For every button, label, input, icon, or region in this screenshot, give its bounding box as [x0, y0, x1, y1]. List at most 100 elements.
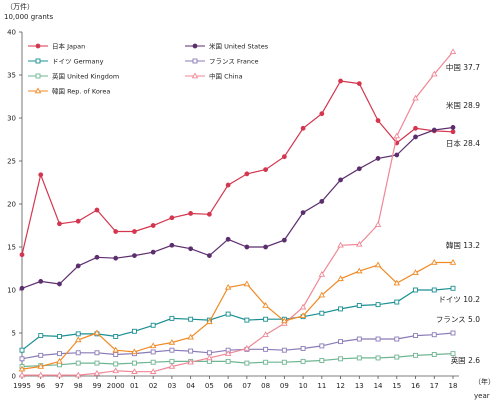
- series-group: [18, 258, 457, 372]
- series-end-label: 韓国 13.2: [446, 240, 480, 250]
- data-point: [57, 281, 62, 287]
- legend-label: フランス France: [209, 58, 259, 66]
- data-point: [375, 355, 381, 361]
- data-point: [413, 333, 418, 339]
- data-point: [169, 347, 175, 353]
- data-point: [112, 367, 119, 374]
- data-point: [394, 299, 400, 305]
- legend-swatch-marker: [34, 87, 42, 94]
- data-point: [263, 359, 269, 365]
- series-line: [21, 126, 454, 289]
- legend-label: 韓国 Rep. of Korea: [52, 87, 110, 96]
- data-point: [413, 287, 418, 293]
- data-point: [169, 215, 175, 221]
- data-point: [75, 331, 81, 337]
- data-point: [37, 363, 45, 369]
- data-point: [206, 350, 212, 356]
- x-tick-label: 15: [392, 382, 401, 390]
- x-tick-label: 11: [317, 382, 326, 390]
- data-point: [338, 339, 344, 345]
- data-point: [74, 336, 82, 343]
- data-point: [225, 236, 231, 242]
- data-point: [224, 350, 232, 356]
- data-point: [300, 346, 306, 351]
- data-point: [338, 78, 343, 84]
- series-group: [19, 330, 456, 362]
- series-line: [21, 287, 454, 351]
- data-point: [263, 244, 269, 250]
- data-point: [57, 351, 62, 357]
- data-point: [19, 252, 25, 258]
- data-point: [374, 261, 382, 268]
- data-point: [112, 346, 119, 353]
- data-point: [244, 244, 250, 250]
- data-point: [337, 275, 344, 282]
- x-tick-label: 14: [374, 382, 383, 390]
- data-point: [300, 125, 306, 131]
- legend-swatch-marker: [192, 43, 198, 49]
- x-tick-label: 06: [224, 382, 233, 390]
- x-tick-label: 98: [74, 382, 83, 390]
- data-point: [356, 166, 362, 172]
- y-tick-label: 35: [7, 72, 16, 80]
- data-point: [93, 329, 101, 336]
- data-point: [430, 258, 438, 265]
- data-point: [19, 356, 25, 362]
- data-point: [244, 317, 250, 323]
- data-point: [356, 303, 362, 308]
- x-tick-label: 97: [55, 382, 64, 390]
- legend: 日本 Japan 米国 United States ドイツ Germany フランス …: [28, 42, 269, 96]
- series-end-label: フランス 5.0: [436, 315, 480, 324]
- data-point: [38, 172, 44, 178]
- data-point: [206, 211, 212, 217]
- series-layer: [18, 48, 457, 378]
- x-tick-label: 03: [167, 382, 176, 390]
- data-point: [169, 242, 175, 248]
- y-tick-label: 30: [7, 115, 16, 123]
- x-axis-unit-label-jp: （年）: [474, 377, 495, 386]
- data-point: [281, 347, 287, 353]
- data-point: [94, 350, 100, 356]
- legend-swatch-marker: [35, 73, 41, 79]
- data-point: [262, 301, 269, 308]
- data-point: [225, 311, 231, 317]
- data-point: [338, 306, 344, 312]
- data-point: [149, 368, 157, 374]
- data-point: [113, 333, 119, 339]
- data-point: [337, 241, 344, 248]
- data-point: [299, 303, 307, 310]
- y-tick-label: 0: [12, 373, 16, 381]
- y-tick-label: 20: [7, 201, 16, 209]
- legend-swatch-marker: [191, 72, 199, 79]
- data-point: [300, 210, 306, 215]
- data-point: [150, 249, 156, 255]
- data-point: [263, 316, 269, 322]
- series-end-label: 英国 2.6: [451, 355, 481, 365]
- data-point: [188, 316, 194, 322]
- data-point: [93, 369, 101, 376]
- data-point: [356, 81, 362, 86]
- data-point: [263, 346, 269, 352]
- data-point: [74, 371, 82, 378]
- data-point: [75, 263, 81, 269]
- data-point: [225, 182, 231, 188]
- data-point: [18, 365, 26, 372]
- x-tick-label: 1995: [13, 382, 31, 390]
- data-point: [318, 291, 326, 298]
- data-point: [299, 312, 307, 319]
- data-point: [113, 229, 119, 234]
- series-end-label: 中国 37.7: [446, 62, 480, 72]
- series-group: [19, 285, 456, 353]
- data-point: [131, 328, 137, 334]
- data-point: [113, 255, 119, 261]
- data-point: [281, 237, 287, 243]
- data-point: [412, 94, 419, 101]
- x-tick-label: 05: [205, 382, 214, 390]
- data-point: [18, 371, 26, 378]
- data-point: [132, 229, 137, 234]
- series-line: [21, 353, 454, 368]
- data-point: [38, 333, 44, 339]
- data-point: [132, 253, 137, 258]
- data-point: [356, 336, 362, 342]
- data-point: [338, 356, 344, 362]
